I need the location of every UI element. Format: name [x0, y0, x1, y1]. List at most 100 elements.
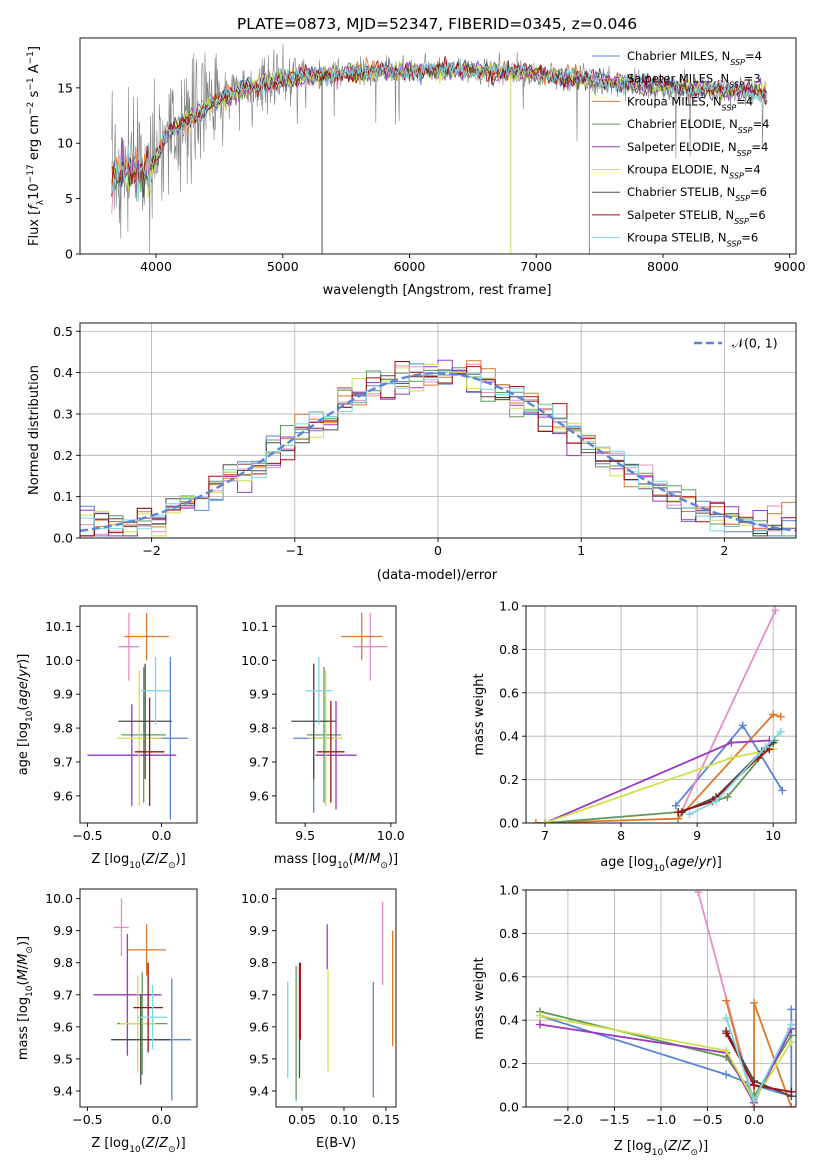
weight-marker — [727, 738, 736, 747]
x-axis-label: mass [log10(M/M⊙)] — [274, 852, 398, 871]
axes-frame — [275, 605, 397, 824]
residual-legend: 𝒩(0, 1) — [694, 336, 778, 351]
x-axis-label: Z [log10(Z/Z⊙)] — [91, 1136, 185, 1155]
weight-marker — [776, 712, 785, 721]
errorbar-point — [118, 663, 172, 779]
weight-line — [539, 1015, 793, 1103]
y-tick-label: 9.5 — [53, 1051, 73, 1066]
x-tick-label: 8000 — [647, 259, 679, 274]
y-tick-label: 0.0 — [53, 531, 73, 546]
y-tick-label: 0.3 — [53, 406, 73, 421]
weight-marker — [722, 1014, 731, 1023]
x-axis-label: Z [log10(Z/Z⊙)] — [91, 852, 185, 871]
weight-marker — [787, 1020, 796, 1029]
errorbar-point — [114, 898, 129, 957]
plot-area — [531, 606, 787, 823]
spectrum-legend: Chabrier MILES, NSSP=4 Salpeter MILES, NS… — [592, 49, 769, 248]
weight-marker — [769, 710, 778, 719]
weight-line — [539, 1023, 793, 1105]
weight-marker — [761, 743, 770, 752]
x-axis-label: (data-model)/error — [377, 568, 498, 583]
y-tick-label: 0.4 — [499, 1013, 519, 1028]
y-tick-label: 9.4 — [249, 1083, 269, 1098]
y-axis-label: age [log10(age/yr)] — [16, 654, 35, 776]
errorbar-point — [140, 656, 171, 725]
legend-label: Salpeter STELIB, NSSP=6 — [627, 208, 766, 226]
x-tick-label: −0.5 — [692, 1112, 722, 1127]
y-axis-label: mass [log10(M/M⊙)] — [16, 936, 35, 1060]
y-tick-label: 0.2 — [499, 1056, 519, 1071]
y-tick-label: 0.1 — [53, 489, 73, 504]
x-tick-label: −2 — [142, 543, 160, 558]
errorbar-point — [121, 667, 166, 803]
y-tick-label: 0 — [65, 247, 73, 262]
errorbar-point — [133, 962, 163, 1053]
weight-marker — [712, 797, 721, 806]
x-tick-label: 0.15 — [372, 1112, 400, 1127]
errorbar-point — [93, 933, 162, 1056]
y-tick-label: 0.6 — [499, 969, 519, 984]
panel-weight-vs-age: 7 8 9 10 0.0 0.2 0.4 0.6 0.8 1.0 age [log10(age/yr… — [472, 599, 797, 874]
x-tick-label: 4000 — [140, 259, 172, 274]
weight-line — [677, 609, 777, 820]
y-tick-label: 10 — [57, 136, 73, 151]
model-spectrum-line — [111, 60, 768, 198]
weight-marker — [723, 792, 732, 801]
y-tick-label: 0.4 — [499, 729, 519, 744]
panel-mass-vs-Z: −0.5 0.0 9.4 9.5 9.6 9.7 9.8 9.9 10.0 Z [log10(Z/… — [16, 888, 198, 1155]
panel-age-vs-mass: 9.5 10.0 9.6 9.7 9.8 9.9 10.0 10.1 mass [log10(M… — [241, 605, 405, 871]
y-tick-label: 9.4 — [53, 1083, 73, 1098]
panel-residuals: −2 −1 0 1 2 0.0 0.1 0.2 0.3 0.4 0.5 𝒩(0, 1) (data-mo… — [27, 322, 797, 583]
y-tick-label: 10.0 — [241, 653, 269, 668]
x-tick-label: 10 — [765, 828, 781, 843]
y-tick-label: 9.9 — [53, 923, 73, 938]
weight-marker — [750, 998, 759, 1007]
plot-area — [291, 612, 388, 813]
x-tick-label: 10.0 — [377, 828, 405, 843]
weight-marker — [776, 727, 785, 736]
errorbar-point — [111, 994, 171, 1085]
errorbar-point — [87, 704, 177, 807]
errorbar-point — [291, 663, 336, 779]
y-tick-label: 0.8 — [499, 926, 519, 941]
legend-label: Chabrier MILES, NSSP=4 — [627, 49, 762, 67]
panel-mass-vs-EBV: 0.05 0.10 0.15 9.4 9.5 9.6 9.7 9.8 9.9 10.0 E(B-V) — [241, 888, 400, 1151]
y-tick-label: 0.4 — [53, 365, 73, 380]
x-tick-label: 1 — [577, 543, 585, 558]
x-tick-label: 7000 — [520, 259, 552, 274]
y-tick-label: 0.2 — [499, 772, 519, 787]
errorbar-point — [118, 612, 140, 681]
y-tick-label: 0.6 — [499, 685, 519, 700]
y-tick-label: 10.1 — [241, 619, 269, 634]
plot-area — [87, 612, 189, 820]
x-axis-label: Z [log10(Z/Z⊙)] — [614, 1139, 708, 1158]
x-tick-label: 9000 — [774, 259, 806, 274]
errorbar-point — [305, 656, 333, 725]
weight-marker — [685, 810, 694, 819]
x-tick-label: 0.0 — [152, 828, 172, 843]
x-axis-label: E(B-V) — [316, 1136, 356, 1151]
axes-frame — [275, 888, 397, 1108]
weight-marker — [535, 1020, 544, 1029]
y-tick-label: 0.0 — [499, 1100, 519, 1115]
y-tick-label: 1.0 — [499, 883, 519, 898]
errorbar-point — [341, 612, 383, 661]
legend-label: 𝒩(0, 1) — [732, 336, 778, 351]
panel-spectrum: 4000 5000 6000 7000 8000 9000 0 5 10 15 Chabrier M… — [26, 37, 806, 298]
plot-area — [80, 359, 796, 537]
weight-marker — [541, 819, 550, 823]
errorbar-point — [317, 700, 345, 803]
errorbar-point — [315, 700, 357, 810]
weight-marker — [722, 996, 731, 1005]
weight-marker — [787, 1103, 796, 1107]
model-spectrum-line — [111, 58, 768, 203]
errorbar-point — [134, 697, 165, 807]
axes-frame — [79, 37, 797, 255]
x-tick-label: −1.0 — [646, 1112, 676, 1127]
x-tick-label: 7 — [541, 828, 549, 843]
y-tick-label: 0.5 — [53, 324, 73, 339]
x-tick-label: 0.0 — [152, 1112, 172, 1127]
y-axis-label: mass weight — [472, 673, 487, 755]
axes-frame — [79, 605, 198, 824]
